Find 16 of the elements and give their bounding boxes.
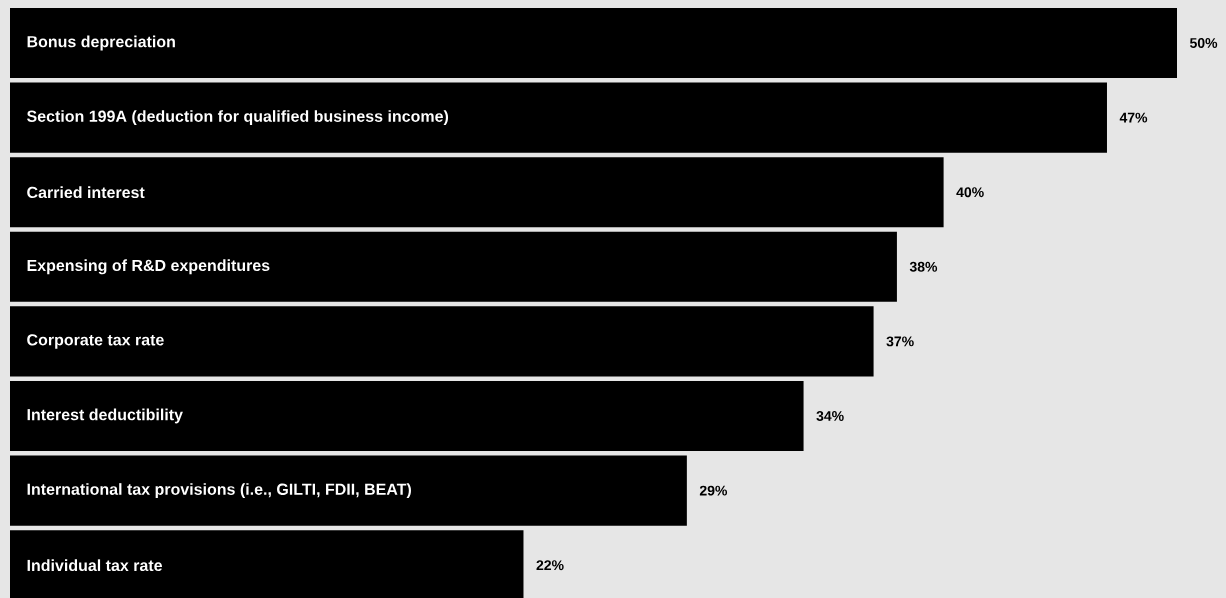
y-tick-label: Individual tax rate <box>27 559 163 572</box>
y-tick-label: Corporate tax rate <box>27 334 164 349</box>
data-label: 47% <box>1119 112 1148 123</box>
y-tick-label: Carried interest <box>27 186 145 199</box>
data-label: 34% <box>816 411 844 421</box>
data-label: 22% <box>536 560 564 571</box>
data-label: 37% <box>886 336 914 347</box>
y-tick-label: Bonus depreciation <box>27 35 175 51</box>
data-label: 40% <box>956 187 984 198</box>
y-tick-label: Expensing of R&D expenditures <box>27 259 270 275</box>
y-tick-label: Section 199A (deduction for qualified business income) <box>26 110 449 126</box>
y-tick-label: Interest deductibility <box>27 408 183 424</box>
data-label: 50% <box>1189 38 1218 48</box>
data-label: 29% <box>699 485 728 496</box>
y-tick-label: International tax provisions (i.e., GILTI, FDII, BEAT) <box>27 483 411 499</box>
data-label: 38% <box>909 261 938 272</box>
